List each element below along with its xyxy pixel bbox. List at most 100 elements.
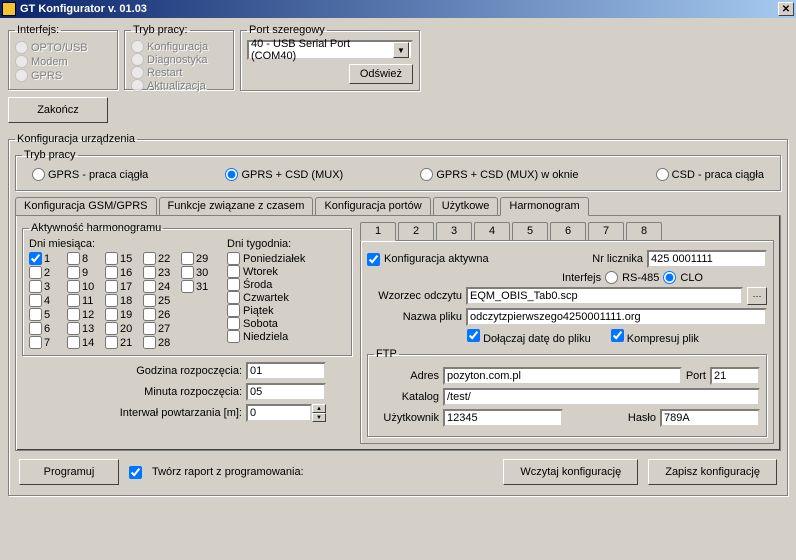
mode-config-label: Konfiguracja [147, 41, 208, 53]
titlebar: GT Konfigurator v. 01.03 ✕ [0, 0, 796, 18]
wd-tue[interactable] [227, 265, 240, 278]
port-select[interactable]: 40 - USB Serial Port (COM40) ▼ [247, 40, 413, 60]
wd-fri[interactable] [227, 304, 240, 317]
day-3-check[interactable] [29, 280, 42, 293]
day-26-check[interactable] [143, 308, 156, 321]
ftp-user-input[interactable] [443, 409, 563, 427]
load-config-button[interactable]: Wczytaj konfigurację [503, 459, 638, 485]
dropdown-icon[interactable]: ▼ [393, 42, 409, 58]
day-4-check[interactable] [29, 294, 42, 307]
tab-gsm[interactable]: Konfiguracja GSM/GPRS [15, 197, 157, 215]
wd-mon[interactable] [227, 252, 240, 265]
inner-tab-2[interactable]: 2 [398, 222, 434, 240]
day-16-check[interactable] [105, 266, 118, 279]
day-25-check[interactable] [143, 294, 156, 307]
day-19: 19 [105, 308, 141, 321]
day-23-check[interactable] [143, 266, 156, 279]
append-date-check[interactable] [467, 329, 480, 342]
program-button[interactable]: Programuj [19, 459, 119, 485]
ftp-pass-input[interactable] [660, 409, 760, 427]
inner-panel: Konfiguracja aktywna Nr licznika Interfe… [360, 240, 774, 444]
day-16-label: 16 [120, 267, 138, 279]
day-18-label: 18 [120, 295, 138, 307]
inner-tab-8[interactable]: 8 [626, 222, 662, 240]
save-config-button[interactable]: Zapisz konfigurację [648, 459, 777, 485]
wd-sat-label: Sobota [243, 318, 278, 330]
inner-tab-6[interactable]: 6 [550, 222, 586, 240]
wm-mux-win[interactable] [420, 168, 433, 181]
day-19-check[interactable] [105, 308, 118, 321]
close-button[interactable]: ✕ [778, 2, 794, 16]
day-8-check[interactable] [67, 252, 80, 265]
interval-input[interactable] [246, 404, 312, 422]
interval-down[interactable]: ▼ [312, 413, 326, 422]
day-14-check[interactable] [67, 336, 80, 349]
day-24: 24 [143, 280, 179, 293]
wm-gprs[interactable] [32, 168, 45, 181]
day-9-check[interactable] [67, 266, 80, 279]
inner-tab-1[interactable]: 1 [360, 222, 396, 241]
refresh-button[interactable]: Odśwież [349, 64, 413, 84]
day-11-check[interactable] [67, 294, 80, 307]
wd-wed[interactable] [227, 278, 240, 291]
day-28-check[interactable] [143, 336, 156, 349]
tab-user[interactable]: Użytkowe [433, 197, 499, 215]
day-21: 21 [105, 336, 141, 349]
day-13-check[interactable] [67, 322, 80, 335]
day-1-check[interactable] [29, 252, 42, 265]
wd-sun[interactable] [227, 330, 240, 343]
day-17-check[interactable] [105, 280, 118, 293]
day-15-check[interactable] [105, 252, 118, 265]
inner-tab-7[interactable]: 7 [588, 222, 624, 240]
filename-input[interactable] [466, 308, 767, 326]
day-5-check[interactable] [29, 308, 42, 321]
cfg-active-check[interactable] [367, 253, 380, 266]
day-29-check[interactable] [181, 252, 194, 265]
day-6-check[interactable] [29, 322, 42, 335]
iface-clo[interactable] [663, 271, 676, 284]
meter-no-input[interactable] [647, 250, 767, 268]
day-27-check[interactable] [143, 322, 156, 335]
ftp-dir-input[interactable] [443, 388, 760, 406]
day-30-check[interactable] [181, 266, 194, 279]
day-18-check[interactable] [105, 294, 118, 307]
day-9-label: 9 [82, 267, 100, 279]
exit-button[interactable]: Zakończ [8, 97, 108, 123]
wm-mux[interactable] [225, 168, 238, 181]
day-5-label: 5 [44, 309, 62, 321]
day-2-check[interactable] [29, 266, 42, 279]
day-7-check[interactable] [29, 336, 42, 349]
tab-ports[interactable]: Konfiguracja portów [315, 197, 430, 215]
browse-button[interactable]: ⋯ [747, 287, 767, 305]
day-12-check[interactable] [67, 308, 80, 321]
day-6: 6 [29, 322, 65, 335]
iface-rs485[interactable] [605, 271, 618, 284]
ftp-addr-input[interactable] [443, 367, 682, 385]
day-27: 27 [143, 322, 179, 335]
day-21-check[interactable] [105, 336, 118, 349]
tab-time[interactable]: Funkcje związane z czasem [159, 197, 314, 215]
compress-check[interactable] [611, 329, 624, 342]
day-20-check[interactable] [105, 322, 118, 335]
work-mode-group: Tryb pracy GPRS - praca ciągła GPRS + CS… [15, 149, 781, 191]
day-22-check[interactable] [143, 252, 156, 265]
day-21-label: 21 [120, 337, 138, 349]
pattern-input[interactable] [466, 287, 743, 305]
start-hour-input[interactable] [246, 362, 326, 380]
inner-tab-3[interactable]: 3 [436, 222, 472, 240]
wm-csd[interactable] [656, 168, 669, 181]
report-check[interactable] [129, 466, 142, 479]
tab-schedule[interactable]: Harmonogram [500, 197, 588, 216]
ftp-port-label: Port [686, 370, 706, 382]
day-24-check[interactable] [143, 280, 156, 293]
inner-tab-4[interactable]: 4 [474, 222, 510, 240]
day-31-check[interactable] [181, 280, 194, 293]
ftp-port-input[interactable] [710, 367, 760, 385]
day-19-label: 19 [120, 309, 138, 321]
inner-tab-5[interactable]: 5 [512, 222, 548, 240]
day-10-check[interactable] [67, 280, 80, 293]
wd-thu[interactable] [227, 291, 240, 304]
wd-sat[interactable] [227, 317, 240, 330]
start-min-input[interactable] [246, 383, 326, 401]
interval-up[interactable]: ▲ [312, 404, 326, 413]
